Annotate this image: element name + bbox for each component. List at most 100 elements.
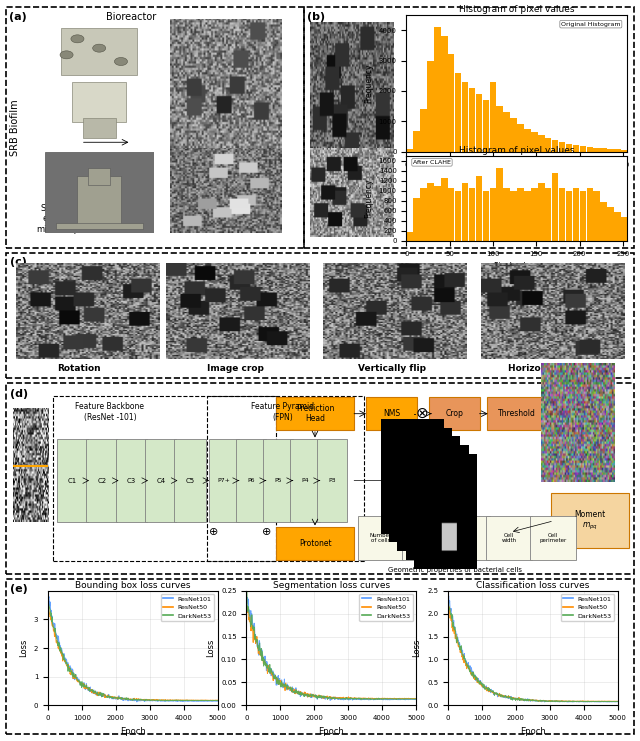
- Legend: ResNet101, ResNet50, DarkNet53: ResNet101, ResNet50, DarkNet53: [161, 594, 214, 621]
- Bar: [497, 106, 503, 152]
- Text: RGB images
of biofilm: RGB images of biofilm: [188, 207, 253, 229]
- FancyBboxPatch shape: [86, 439, 117, 522]
- Bar: [406, 150, 413, 152]
- Y-axis label: Loss: Loss: [206, 639, 216, 657]
- Bar: [406, 232, 413, 241]
- Bar: [614, 212, 621, 241]
- Bar: [524, 190, 531, 241]
- Bar: [510, 119, 517, 152]
- Bar: [462, 183, 468, 241]
- Bar: [420, 109, 427, 152]
- FancyBboxPatch shape: [401, 516, 447, 560]
- Text: Cell
length: Cell length: [458, 533, 476, 543]
- FancyBboxPatch shape: [116, 439, 147, 522]
- Bar: [593, 147, 600, 152]
- Text: Vertically flip: Vertically flip: [358, 364, 426, 373]
- Text: After CLAHE: After CLAHE: [316, 230, 378, 239]
- Bar: [580, 190, 586, 241]
- Text: Horizontally flip: Horizontally flip: [508, 364, 589, 373]
- Text: Crop: Crop: [445, 409, 463, 418]
- Bar: [531, 188, 538, 241]
- Bar: [72, 82, 127, 122]
- Bar: [468, 88, 476, 152]
- Bar: [586, 188, 593, 241]
- Text: C5: C5: [186, 478, 195, 484]
- Legend: ResNet101, ResNet50, DarkNet53: ResNet101, ResNet50, DarkNet53: [360, 594, 413, 621]
- Bar: [621, 217, 628, 241]
- Bar: [83, 118, 115, 138]
- Bar: [441, 36, 447, 152]
- Bar: [56, 223, 143, 230]
- FancyBboxPatch shape: [486, 516, 532, 560]
- FancyBboxPatch shape: [175, 439, 206, 522]
- Title: Histogram of pixel values: Histogram of pixel values: [459, 5, 575, 14]
- Bar: [600, 202, 607, 241]
- FancyBboxPatch shape: [444, 516, 490, 560]
- Text: P4: P4: [301, 478, 308, 483]
- Bar: [510, 190, 517, 241]
- Y-axis label: Loss: Loss: [412, 639, 422, 657]
- Y-axis label: Loss: Loss: [19, 639, 28, 657]
- Bar: [497, 168, 503, 241]
- FancyBboxPatch shape: [290, 439, 320, 522]
- Y-axis label: Frequency: Frequency: [364, 179, 373, 218]
- Bar: [600, 148, 607, 152]
- Bar: [434, 186, 440, 241]
- Text: Bioreactor: Bioreactor: [106, 13, 157, 22]
- Bar: [448, 188, 454, 241]
- Text: (b): (b): [307, 13, 325, 22]
- FancyBboxPatch shape: [209, 439, 239, 522]
- X-axis label: Pixel values: Pixel values: [494, 173, 540, 182]
- FancyBboxPatch shape: [358, 516, 403, 560]
- Bar: [545, 188, 552, 241]
- Bar: [490, 82, 496, 152]
- Text: SRB Biofilm: SRB Biofilm: [10, 99, 20, 156]
- Bar: [586, 147, 593, 152]
- Text: P7+: P7+: [218, 478, 230, 483]
- Text: C4: C4: [156, 478, 165, 484]
- Text: (c): (c): [10, 257, 26, 268]
- Bar: [559, 188, 565, 241]
- Bar: [538, 183, 545, 241]
- Bar: [545, 139, 552, 152]
- Bar: [61, 28, 138, 75]
- Bar: [77, 176, 121, 225]
- Bar: [614, 150, 621, 152]
- X-axis label: Epoch: Epoch: [318, 727, 344, 736]
- Bar: [427, 61, 434, 152]
- Bar: [531, 132, 538, 152]
- Bar: [468, 188, 476, 241]
- Ellipse shape: [71, 35, 84, 43]
- Text: Feature Backbone
(ResNet -101): Feature Backbone (ResNet -101): [76, 402, 145, 422]
- FancyBboxPatch shape: [236, 439, 266, 522]
- Title: Histogram of pixel values: Histogram of pixel values: [459, 146, 575, 155]
- Text: Geometric properties of bacterial cells: Geometric properties of bacterial cells: [388, 567, 522, 573]
- Text: Cell
area: Cell area: [418, 533, 431, 543]
- Ellipse shape: [93, 44, 106, 52]
- FancyBboxPatch shape: [366, 397, 417, 430]
- Text: Before CLAHE: Before CLAHE: [312, 157, 382, 166]
- Bar: [566, 144, 572, 152]
- FancyBboxPatch shape: [429, 397, 480, 430]
- Bar: [483, 190, 489, 241]
- Bar: [524, 129, 531, 152]
- Text: (d): (d): [10, 389, 28, 399]
- FancyBboxPatch shape: [276, 397, 355, 430]
- Text: Rotation: Rotation: [57, 364, 100, 373]
- Bar: [573, 145, 579, 152]
- Bar: [504, 188, 510, 241]
- Bar: [483, 100, 489, 152]
- Text: Scanning
electron
microscope: Scanning electron microscope: [36, 204, 84, 234]
- Bar: [552, 140, 558, 152]
- Bar: [420, 188, 427, 241]
- FancyBboxPatch shape: [56, 439, 88, 522]
- Y-axis label: Frequency: Frequency: [364, 64, 373, 103]
- FancyBboxPatch shape: [530, 516, 576, 560]
- Text: (e): (e): [10, 584, 28, 594]
- Text: Prediction
Head: Prediction Head: [296, 404, 335, 423]
- Text: (a): (a): [10, 13, 27, 22]
- FancyBboxPatch shape: [317, 439, 347, 522]
- Text: Number
of cells: Number of cells: [369, 533, 392, 543]
- Bar: [448, 54, 454, 152]
- Bar: [427, 183, 434, 241]
